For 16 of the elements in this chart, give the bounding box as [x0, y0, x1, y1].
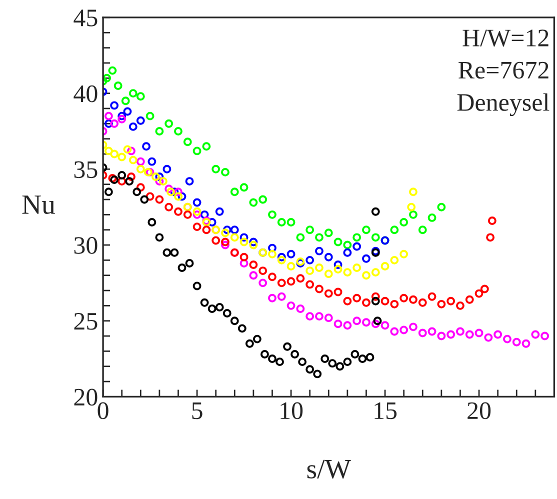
annotation: Deneysel — [457, 93, 550, 116]
x-tick-label: 15 — [374, 402, 397, 420]
y-tick-label: 25 — [74, 312, 98, 330]
y-tick-label: 35 — [74, 161, 98, 178]
y-tick-label: 20 — [74, 388, 98, 406]
y-axis-title: Nu — [22, 196, 55, 214]
x-tick-label: 0 — [98, 402, 108, 420]
y-tick-label: 40 — [74, 85, 98, 102]
annotation: Re=7672 — [458, 62, 548, 79]
x-tick-label: 5 — [192, 402, 202, 420]
y-tick-label: 30 — [74, 237, 98, 254]
y-tick-label: 45 — [74, 10, 98, 26]
x-tick-label: 20 — [468, 402, 491, 420]
x-tick-label: 10 — [280, 402, 303, 420]
annotation: H/W=12 — [462, 30, 548, 47]
x-axis-title: s/W — [307, 460, 351, 479]
